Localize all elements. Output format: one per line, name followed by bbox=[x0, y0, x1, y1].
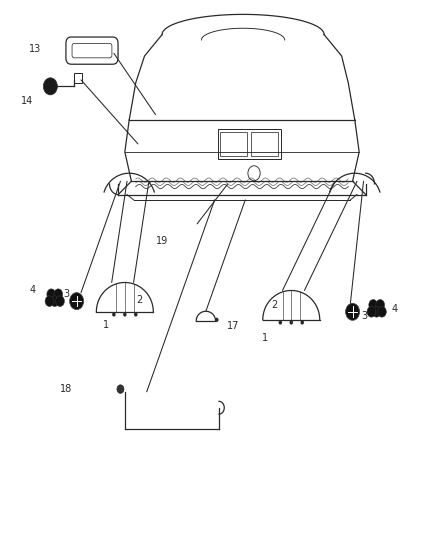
Circle shape bbox=[70, 293, 84, 310]
Circle shape bbox=[56, 296, 64, 306]
Circle shape bbox=[279, 320, 282, 325]
Text: 2: 2 bbox=[136, 295, 142, 304]
Circle shape bbox=[346, 303, 360, 320]
Circle shape bbox=[367, 306, 376, 317]
Bar bbox=[74, 73, 82, 83]
Circle shape bbox=[376, 300, 385, 310]
Bar bbox=[220, 132, 247, 156]
Circle shape bbox=[290, 320, 293, 325]
Circle shape bbox=[215, 318, 219, 322]
Circle shape bbox=[43, 78, 57, 95]
Circle shape bbox=[45, 296, 54, 306]
Circle shape bbox=[300, 320, 304, 325]
Circle shape bbox=[54, 289, 63, 300]
Circle shape bbox=[372, 306, 381, 317]
Text: 2: 2 bbox=[272, 301, 278, 310]
Circle shape bbox=[50, 296, 59, 306]
Text: 1: 1 bbox=[103, 320, 109, 330]
Text: 13: 13 bbox=[29, 44, 42, 54]
Text: 14: 14 bbox=[21, 96, 33, 106]
Text: 18: 18 bbox=[60, 384, 72, 394]
Text: 4: 4 bbox=[392, 304, 398, 314]
Bar bbox=[218, 129, 281, 159]
Circle shape bbox=[47, 289, 56, 300]
Text: 4: 4 bbox=[30, 286, 36, 295]
Text: 3: 3 bbox=[361, 311, 367, 320]
Text: 17: 17 bbox=[227, 321, 239, 331]
Bar bbox=[251, 132, 279, 156]
Text: 3: 3 bbox=[64, 289, 70, 299]
Text: 1: 1 bbox=[262, 334, 268, 343]
Circle shape bbox=[123, 312, 127, 317]
Circle shape bbox=[378, 306, 386, 317]
Circle shape bbox=[112, 312, 116, 317]
Circle shape bbox=[369, 300, 378, 310]
Circle shape bbox=[117, 385, 124, 393]
Text: 19: 19 bbox=[156, 236, 169, 246]
Circle shape bbox=[134, 312, 138, 317]
